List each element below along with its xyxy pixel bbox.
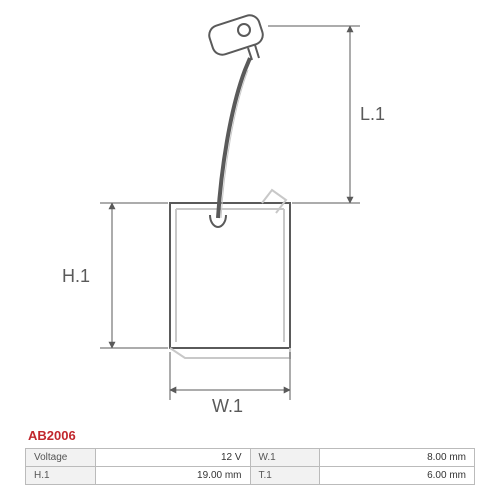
spec-table: Voltage 12 V W.1 8.00 mm H.1 19.00 mm T.… bbox=[25, 448, 475, 485]
technical-drawing: L.1 H.1 W.1 bbox=[0, 0, 500, 420]
spec-label: T.1 bbox=[250, 467, 320, 485]
spec-label: H.1 bbox=[26, 467, 96, 485]
part-number: AB2006 bbox=[28, 428, 76, 443]
brush-body bbox=[170, 190, 290, 358]
dim-W1 bbox=[170, 352, 290, 400]
dim-H1-label: H.1 bbox=[62, 266, 90, 286]
table-row: H.1 19.00 mm T.1 6.00 mm bbox=[26, 467, 475, 485]
dim-L1 bbox=[268, 26, 360, 203]
dim-W1-label: W.1 bbox=[212, 396, 243, 416]
spec-label: Voltage bbox=[26, 449, 96, 467]
spec-value: 12 V bbox=[95, 449, 250, 467]
table-row: Voltage 12 V W.1 8.00 mm bbox=[26, 449, 475, 467]
spec-label: W.1 bbox=[250, 449, 320, 467]
dim-L1-label: L.1 bbox=[360, 104, 385, 124]
spec-value: 8.00 mm bbox=[320, 449, 475, 467]
terminal-clip bbox=[207, 13, 266, 60]
dim-H1 bbox=[100, 203, 168, 348]
spec-value: 6.00 mm bbox=[320, 467, 475, 485]
spec-value: 19.00 mm bbox=[95, 467, 250, 485]
